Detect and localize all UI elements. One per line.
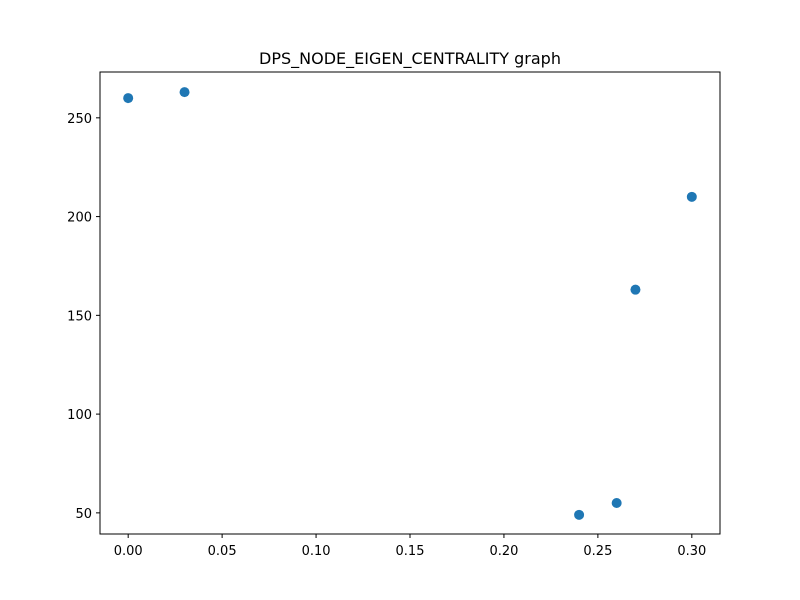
data-point — [686, 191, 697, 202]
data-points — [123, 87, 697, 520]
x-tick-label: 0.10 — [302, 544, 331, 559]
data-point — [123, 93, 134, 104]
x-tick-label: 0.15 — [396, 544, 425, 559]
x-tick-label: 0.00 — [114, 544, 143, 559]
y-axis: 50 100 150 200 250 — [67, 112, 100, 522]
x-axis: 0.00 0.05 0.10 0.15 0.20 0.25 0.30 — [114, 534, 706, 559]
plot-area-frame — [99, 71, 721, 535]
data-point — [630, 284, 641, 295]
x-tick-label: 0.20 — [489, 544, 518, 559]
y-tick-label: 50 — [75, 507, 92, 522]
x-tick-label: 0.05 — [208, 544, 237, 559]
y-tick-label: 200 — [67, 211, 92, 226]
data-point — [611, 497, 622, 508]
data-point — [179, 87, 190, 98]
x-tick-label: 0.25 — [583, 544, 612, 559]
x-tick-label: 0.30 — [677, 544, 706, 559]
chart-title: DPS_NODE_EIGEN_CENTRALITY graph — [259, 49, 561, 69]
y-tick-label: 150 — [67, 309, 92, 324]
data-point — [574, 509, 585, 520]
y-tick-label: 100 — [67, 408, 92, 423]
y-tick-label: 250 — [67, 112, 92, 127]
